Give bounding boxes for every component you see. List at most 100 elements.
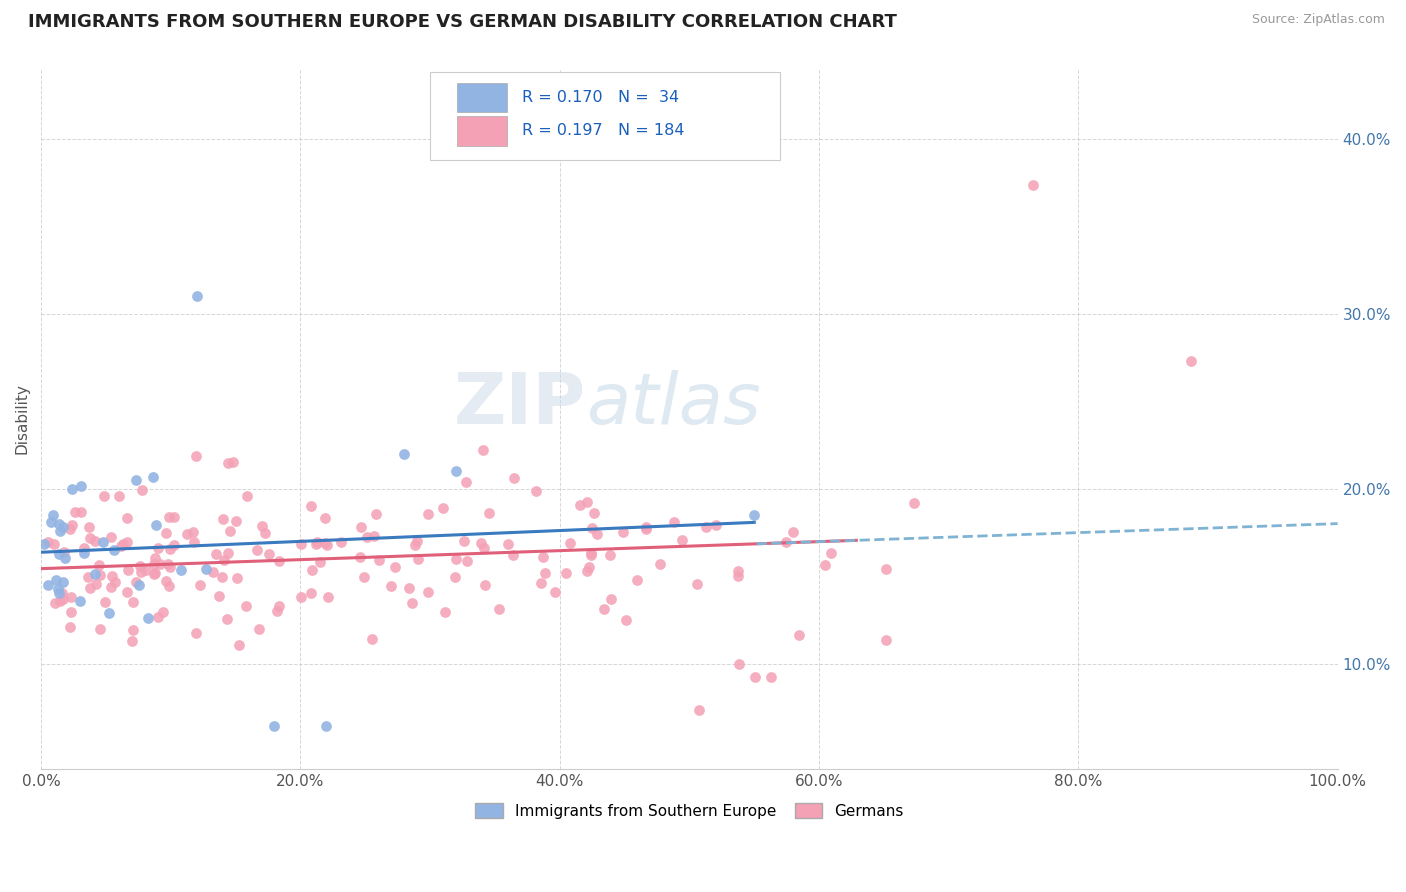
Point bbox=[186, 289, 208, 303]
Point bbox=[143, 566, 166, 581]
Point bbox=[121, 633, 143, 648]
Point bbox=[63, 505, 86, 519]
Point bbox=[418, 585, 440, 599]
Point bbox=[39, 515, 62, 529]
Point bbox=[301, 585, 323, 599]
Point bbox=[159, 542, 181, 557]
Point bbox=[444, 465, 467, 479]
Point bbox=[353, 569, 375, 583]
Point bbox=[131, 483, 153, 497]
Point bbox=[478, 506, 501, 520]
Point bbox=[34, 537, 56, 551]
Point bbox=[145, 517, 167, 532]
Point bbox=[263, 718, 285, 732]
Point bbox=[44, 596, 66, 610]
Point bbox=[48, 586, 70, 600]
Text: Source: ZipAtlas.com: Source: ZipAtlas.com bbox=[1251, 13, 1385, 27]
Legend: Immigrants from Southern Europe, Germans: Immigrants from Southern Europe, Germans bbox=[470, 797, 910, 825]
Point bbox=[650, 557, 672, 571]
Point bbox=[125, 473, 148, 487]
Point bbox=[212, 553, 235, 567]
Point bbox=[488, 601, 510, 615]
Point bbox=[143, 550, 166, 565]
Point bbox=[782, 525, 804, 540]
Point bbox=[401, 597, 423, 611]
Point bbox=[125, 574, 148, 589]
Point bbox=[555, 566, 578, 580]
Point bbox=[581, 521, 603, 535]
Point bbox=[77, 520, 100, 534]
Point bbox=[314, 535, 336, 549]
Point bbox=[290, 590, 312, 604]
Point bbox=[117, 563, 139, 577]
Point bbox=[104, 574, 127, 589]
Point bbox=[86, 577, 108, 591]
Point bbox=[235, 599, 257, 613]
Point bbox=[308, 555, 330, 569]
Point bbox=[143, 566, 166, 580]
Point bbox=[121, 594, 143, 608]
Point bbox=[58, 620, 80, 634]
Point bbox=[534, 566, 557, 580]
Point bbox=[569, 499, 592, 513]
Point bbox=[636, 522, 658, 536]
Point bbox=[290, 536, 312, 550]
Point bbox=[48, 517, 70, 532]
Point bbox=[453, 534, 475, 549]
Point bbox=[582, 506, 605, 520]
Point bbox=[581, 546, 603, 560]
Point bbox=[208, 589, 231, 603]
Point bbox=[814, 558, 837, 572]
Point bbox=[217, 456, 239, 470]
Point bbox=[405, 534, 427, 549]
Point bbox=[247, 622, 270, 636]
Point bbox=[502, 548, 524, 562]
Point bbox=[742, 508, 765, 523]
Point bbox=[49, 524, 72, 539]
Point bbox=[727, 569, 749, 583]
Point bbox=[183, 534, 205, 549]
Point bbox=[363, 529, 385, 543]
Point bbox=[60, 482, 83, 496]
Point bbox=[314, 511, 336, 525]
Point bbox=[176, 527, 198, 541]
Point bbox=[496, 537, 519, 551]
Point bbox=[474, 578, 496, 592]
Point bbox=[42, 537, 65, 551]
Point bbox=[94, 595, 117, 609]
Text: atlas: atlas bbox=[586, 370, 761, 440]
Point bbox=[267, 599, 290, 613]
Point bbox=[418, 507, 440, 521]
Point bbox=[225, 514, 247, 528]
Point bbox=[163, 509, 186, 524]
Point bbox=[1180, 353, 1202, 368]
Point bbox=[406, 552, 429, 566]
Point bbox=[433, 605, 456, 619]
Point bbox=[820, 546, 842, 560]
Point bbox=[432, 501, 454, 516]
Point bbox=[219, 524, 242, 538]
Point bbox=[350, 520, 373, 534]
Point bbox=[60, 605, 83, 619]
Point bbox=[775, 534, 797, 549]
Point bbox=[48, 594, 70, 608]
Point bbox=[149, 558, 172, 572]
Point bbox=[446, 551, 468, 566]
Point bbox=[52, 592, 75, 607]
Point bbox=[205, 547, 228, 561]
Point bbox=[53, 551, 76, 566]
Point bbox=[217, 546, 239, 560]
Point bbox=[544, 585, 567, 599]
Point bbox=[315, 718, 337, 732]
Point bbox=[100, 580, 122, 594]
Point bbox=[135, 563, 157, 577]
Point bbox=[695, 520, 717, 534]
Point bbox=[52, 575, 75, 590]
Point bbox=[215, 612, 238, 626]
Point bbox=[759, 670, 782, 684]
Point bbox=[456, 554, 478, 568]
Point bbox=[593, 602, 616, 616]
Point bbox=[576, 564, 599, 578]
Point bbox=[37, 534, 59, 549]
Point bbox=[170, 563, 193, 577]
